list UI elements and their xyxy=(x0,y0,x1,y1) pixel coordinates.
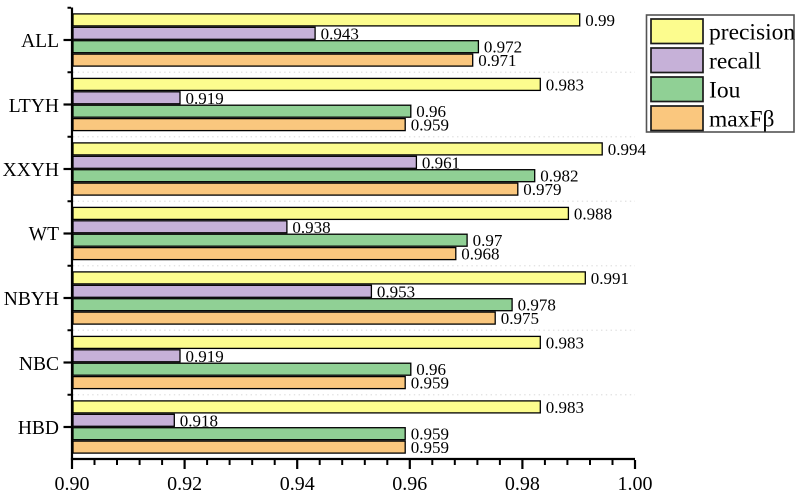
svg-text:0.959: 0.959 xyxy=(411,374,449,393)
svg-text:0.92: 0.92 xyxy=(167,473,202,493)
svg-text:recall: recall xyxy=(709,49,762,75)
svg-text:0.968: 0.968 xyxy=(461,245,499,264)
svg-text:1.00: 1.00 xyxy=(618,473,653,493)
svg-text:0.991: 0.991 xyxy=(591,269,629,288)
svg-text:0.988: 0.988 xyxy=(574,204,612,223)
svg-text:0.99: 0.99 xyxy=(585,11,615,30)
svg-text:0.919: 0.919 xyxy=(186,89,224,108)
svg-text:0.978: 0.978 xyxy=(518,296,556,315)
svg-text:NBYH: NBYH xyxy=(4,289,59,310)
svg-text:0.982: 0.982 xyxy=(540,167,578,186)
svg-text:0.961: 0.961 xyxy=(422,153,460,172)
svg-text:0.983: 0.983 xyxy=(546,398,584,417)
svg-text:0.98: 0.98 xyxy=(505,473,540,493)
svg-text:ALL: ALL xyxy=(21,31,59,52)
svg-text:0.96: 0.96 xyxy=(416,360,446,379)
svg-text:0.959: 0.959 xyxy=(411,425,449,444)
svg-text:0.983: 0.983 xyxy=(546,75,584,94)
svg-text:0.953: 0.953 xyxy=(377,282,415,301)
svg-text:0.959: 0.959 xyxy=(411,438,449,457)
svg-text:0.96: 0.96 xyxy=(416,102,446,121)
svg-text:0.94: 0.94 xyxy=(280,473,315,493)
svg-text:XXYH: XXYH xyxy=(3,160,59,181)
svg-text:precision: precision xyxy=(709,20,795,46)
svg-text:WT: WT xyxy=(29,224,59,245)
svg-text:maxFβ: maxFβ xyxy=(709,107,775,133)
svg-text:0.97: 0.97 xyxy=(473,231,503,250)
svg-text:0.975: 0.975 xyxy=(501,309,539,328)
svg-text:0.919: 0.919 xyxy=(186,347,224,366)
svg-text:NBC: NBC xyxy=(19,354,59,375)
svg-text:0.943: 0.943 xyxy=(321,24,359,43)
svg-text:0.959: 0.959 xyxy=(411,116,449,135)
svg-text:0.994: 0.994 xyxy=(608,140,647,159)
svg-text:0.90: 0.90 xyxy=(55,473,90,493)
svg-text:0.971: 0.971 xyxy=(478,51,516,70)
svg-text:0.972: 0.972 xyxy=(484,38,522,57)
svg-text:Iou: Iou xyxy=(709,78,741,104)
svg-text:0.938: 0.938 xyxy=(292,218,330,237)
svg-text:0.918: 0.918 xyxy=(180,411,218,430)
svg-text:LTYH: LTYH xyxy=(9,96,59,117)
svg-text:0.983: 0.983 xyxy=(546,333,584,352)
svg-text:HBD: HBD xyxy=(18,418,59,439)
svg-text:0.979: 0.979 xyxy=(523,180,561,199)
svg-text:0.96: 0.96 xyxy=(392,473,427,493)
